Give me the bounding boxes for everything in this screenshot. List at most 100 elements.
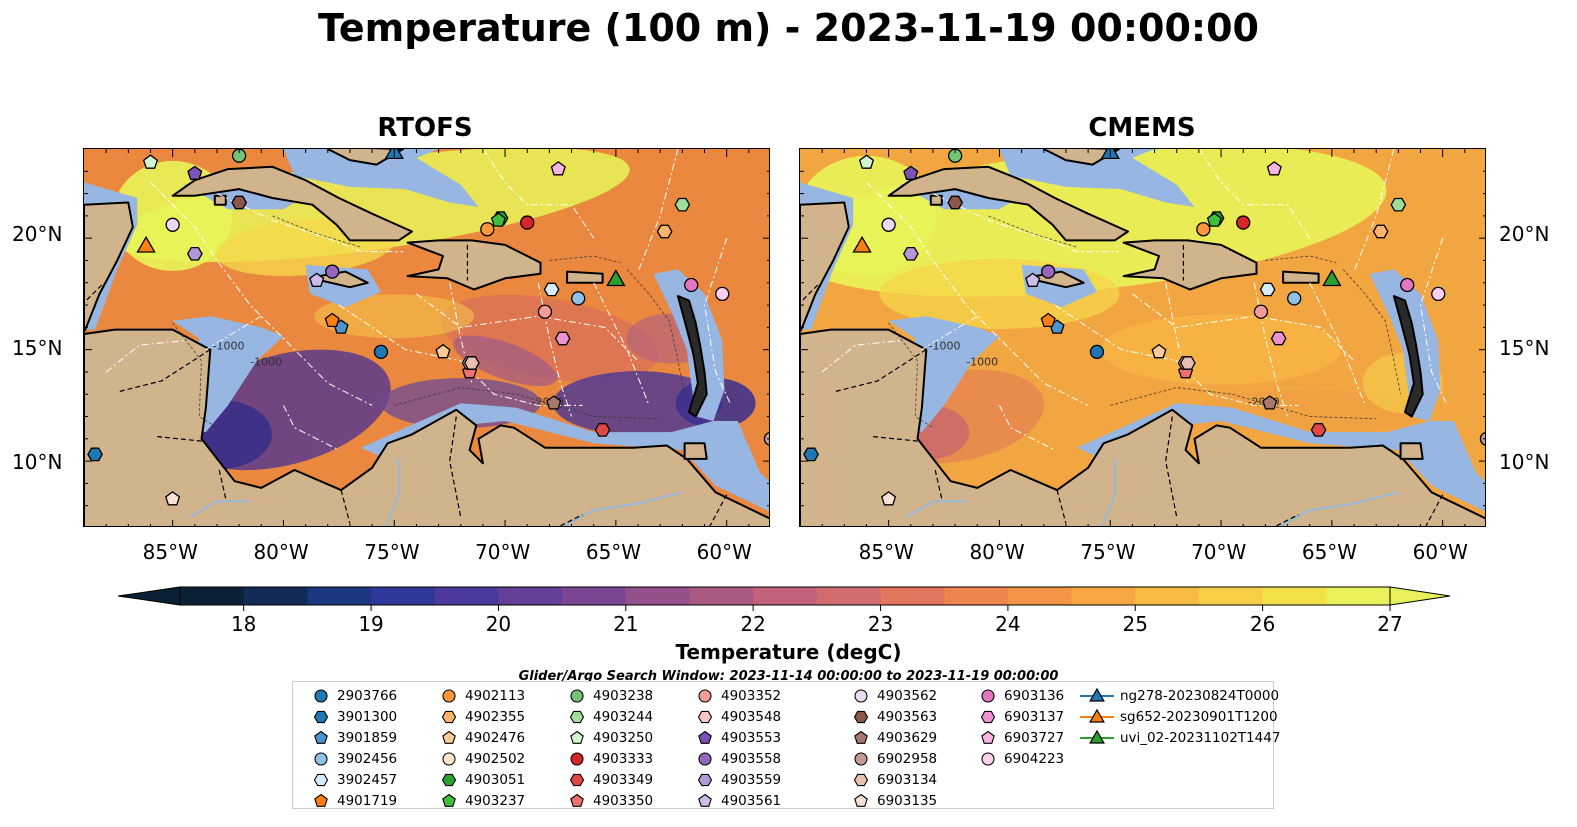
legend-marker-icon <box>1080 687 1114 702</box>
contour-label: -1000 <box>213 340 245 353</box>
float-6902958[interactable] <box>1479 431 1487 446</box>
legend-item-label: 3902457 <box>337 772 398 788</box>
float-6904223[interactable] <box>1431 286 1446 302</box>
float-6903137[interactable] <box>1270 331 1287 346</box>
float-4903561[interactable] <box>309 272 325 287</box>
legend-item-label: 4901719 <box>337 793 398 809</box>
colorbar-segment <box>498 587 563 605</box>
lon-label-right: 75°W <box>1080 540 1136 564</box>
float-4902476[interactable] <box>435 343 451 359</box>
legend-item-label: 4902113 <box>465 688 526 704</box>
lat-label-left-10n: 10°N <box>12 450 63 474</box>
float-6903137[interactable] <box>554 331 571 346</box>
float-4902355[interactable] <box>656 224 673 239</box>
colorbar-segment <box>1007 587 1073 605</box>
float-4903563[interactable] <box>231 195 248 210</box>
glider-sg652-20230901T1200[interactable] <box>852 235 872 253</box>
float-6903136[interactable] <box>1400 277 1415 293</box>
float-4901719[interactable] <box>324 312 340 328</box>
float-4903333[interactable] <box>520 215 535 230</box>
legend-marker-icon <box>854 752 868 766</box>
float-3901300[interactable] <box>803 447 819 462</box>
legend-item: 4902113 <box>439 686 525 706</box>
float-4903553[interactable] <box>903 165 919 180</box>
float-4903559[interactable] <box>186 246 203 261</box>
legend-marker-icon <box>314 730 328 744</box>
float-4903629[interactable] <box>546 395 562 410</box>
legend-item: 4903238 <box>567 686 653 706</box>
float-6903134[interactable] <box>1179 356 1196 370</box>
float-4903561[interactable] <box>1025 272 1041 287</box>
lat-label-right-10n: 10°N <box>1499 450 1550 474</box>
lat-label-left-20n: 20°N <box>12 222 63 246</box>
map-panel-cmems[interactable]: -1000-1000-2000 <box>799 148 1486 527</box>
float-6903727[interactable] <box>550 161 566 176</box>
legend-marker-icon <box>854 793 868 807</box>
float-6902958[interactable] <box>763 431 771 446</box>
float-4903553[interactable] <box>187 165 203 180</box>
lat-label-right-20n: 20°N <box>1499 222 1550 246</box>
legend-marker-icon <box>314 793 328 807</box>
legend-item: uvi_02-20231102T1447 <box>1080 728 1280 748</box>
float-4903629[interactable] <box>1262 395 1278 410</box>
eez-boundaries <box>821 149 1448 451</box>
float-4903559[interactable] <box>902 246 919 261</box>
float-4902355[interactable] <box>1372 224 1389 239</box>
float-4903244[interactable] <box>1390 197 1407 212</box>
float-4903558[interactable] <box>1041 264 1056 279</box>
float-4903562[interactable] <box>165 217 180 232</box>
colorbar-segment <box>1198 587 1264 605</box>
float-6903727[interactable] <box>1266 161 1282 176</box>
float-4903352[interactable] <box>537 304 553 319</box>
float-4903237[interactable] <box>490 212 506 227</box>
legend-marker-icon <box>569 773 585 787</box>
float-4903244[interactable] <box>674 197 691 212</box>
float-4903563[interactable] <box>947 195 964 210</box>
glider-uvi_02-20231102T1447[interactable] <box>606 269 626 287</box>
glider-sg652-20230901T1200[interactable] <box>136 235 156 253</box>
float-4903237[interactable] <box>1206 212 1222 227</box>
legend-marker-icon <box>314 752 328 766</box>
legend-item: 4903349 <box>567 770 653 790</box>
legend-item: 6904223 <box>978 749 1064 769</box>
float-6903136[interactable] <box>684 277 699 293</box>
legend-item-label: 2903766 <box>337 688 398 704</box>
float-4903250[interactable] <box>142 154 159 169</box>
legend-item-label: ng278-20230824T0000 <box>1120 688 1280 704</box>
float-4903558[interactable] <box>325 264 340 279</box>
float-4901719[interactable] <box>1040 312 1056 328</box>
legend-item-label: 4903558 <box>721 751 782 767</box>
float-4903349[interactable] <box>1310 423 1327 437</box>
float-4902113[interactable] <box>480 222 495 237</box>
legend-item: 3901859 <box>311 728 397 748</box>
legend-item: 2903766 <box>311 686 397 706</box>
legend-item-label: 4902476 <box>465 730 526 746</box>
legend-marker-icon <box>314 689 328 703</box>
glider-uvi_02-20231102T1447[interactable] <box>1322 269 1342 287</box>
float-4902113[interactable] <box>1196 222 1211 237</box>
float-6904223[interactable] <box>715 286 730 302</box>
float-3901300[interactable] <box>87 447 103 462</box>
float-4902476[interactable] <box>1151 343 1167 359</box>
float-4903333[interactable] <box>1236 215 1251 230</box>
float-4903349[interactable] <box>594 423 611 437</box>
float-4903352[interactable] <box>1253 304 1269 319</box>
float-2903766[interactable] <box>373 344 389 360</box>
float-4903562[interactable] <box>881 217 896 232</box>
axis-ticks <box>800 149 1485 526</box>
float-3902456[interactable] <box>571 291 586 306</box>
legend-marker-icon <box>442 752 456 766</box>
float-2903766[interactable] <box>1089 344 1105 360</box>
float-6903135[interactable] <box>165 491 181 506</box>
float-4903250[interactable] <box>858 154 875 169</box>
float-3902457[interactable] <box>543 282 560 297</box>
float-6903134[interactable] <box>463 356 480 370</box>
colorbar-tick-label: 20 <box>486 612 511 636</box>
map-panel-rtofs[interactable]: -1000-1000-2000 <box>83 148 770 527</box>
legend-marker-icon <box>698 730 712 744</box>
float-6903135[interactable] <box>881 491 897 506</box>
float-3902457[interactable] <box>1259 282 1276 297</box>
legend-marker-icon <box>981 752 995 766</box>
legend-marker-icon <box>698 793 712 807</box>
float-3902456[interactable] <box>1287 291 1302 306</box>
